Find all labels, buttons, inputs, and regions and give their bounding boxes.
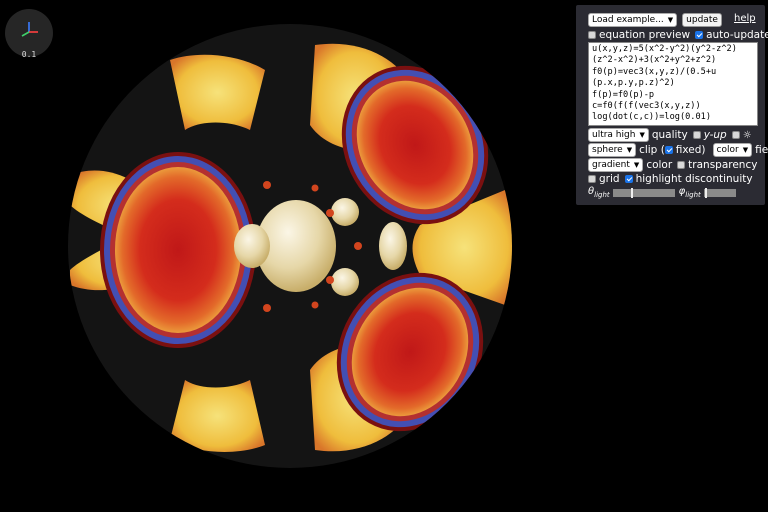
- equation-line: c=f0(f(f(vec3(x,y,z)): [592, 101, 701, 112]
- examples-select[interactable]: Load example... ▼: [588, 13, 678, 27]
- field-select-value: color: [716, 145, 739, 155]
- phi-sub: light: [685, 191, 701, 199]
- color-select-value: gradient: [592, 160, 630, 170]
- axis-gizmo-icon: [21, 22, 38, 37]
- light-checkbox[interactable]: [731, 131, 740, 139]
- surface-lobe-left: [100, 152, 256, 348]
- equation-preview-checkbox[interactable]: [588, 31, 596, 39]
- help-link[interactable]: help: [734, 13, 756, 24]
- examples-select-value: Load example...: [592, 15, 664, 25]
- highlight-discontinuity-label: highlight discontinuity: [635, 173, 753, 185]
- color-label: color: [646, 159, 673, 171]
- highlight-discontinuity-checkbox[interactable]: [624, 175, 633, 183]
- chevron-down-icon: ▼: [742, 146, 749, 154]
- control-panel: Load example... ▼ update help equation p…: [576, 5, 768, 205]
- quality-label: quality: [651, 129, 688, 141]
- theta-light-label: θlight: [588, 186, 610, 199]
- field-select[interactable]: color ▼: [712, 143, 753, 157]
- clip-select-value: sphere: [592, 145, 623, 155]
- phi-light-slider-thumb[interactable]: [705, 187, 708, 198]
- surface-lobe-top-right: [341, 65, 489, 225]
- chevron-down-icon: ▼: [667, 16, 674, 24]
- equation-line: f(p)=f0(p)-p: [592, 89, 655, 100]
- phi-light-label: φlight: [679, 186, 701, 199]
- equation-line: u(x,y,z)=5(x^2-y^2)(y^2-z^2): [592, 44, 737, 54]
- update-button[interactable]: update: [682, 13, 722, 27]
- y-up-label: y-up: [703, 129, 727, 141]
- grid-label: grid: [599, 173, 620, 185]
- phi-symbol: φ: [678, 186, 686, 197]
- surface-tube-top: [170, 54, 265, 130]
- transparency-checkbox[interactable]: [677, 161, 686, 169]
- axis-gizmo[interactable]: 0.1: [5, 9, 53, 59]
- color-select[interactable]: gradient ▼: [588, 158, 644, 172]
- clip-fixed-checkbox[interactable]: [664, 146, 673, 154]
- sun-icon: ☼: [742, 129, 752, 141]
- theta-sub: light: [594, 191, 610, 199]
- field-label: field: [755, 144, 768, 156]
- equation-line: (p.x,p.y,p.z)^2): [592, 78, 675, 89]
- theta-light-slider-thumb[interactable]: [631, 187, 634, 198]
- surface-tube-bottom: [170, 380, 265, 452]
- surface-beads: [263, 181, 362, 312]
- quality-select-value: ultra high: [592, 130, 636, 140]
- transparency-label: transparency: [688, 159, 758, 171]
- grid-checkbox[interactable]: [588, 175, 596, 183]
- clip-select[interactable]: sphere ▼: [588, 143, 637, 157]
- theta-symbol: θ: [588, 186, 595, 197]
- equation-line: (z^2-x^2)+3(x^2+y^2+z^2): [592, 55, 717, 66]
- chevron-down-icon: ▼: [633, 161, 640, 169]
- clip-fixed-label: fixed): [675, 144, 706, 156]
- clip-label: clip (: [639, 144, 665, 156]
- y-up-checkbox[interactable]: [692, 131, 701, 139]
- scale-readout: 0.1: [21, 50, 37, 59]
- chevron-down-icon: ▼: [639, 131, 645, 139]
- quality-select[interactable]: ultra high ▼: [588, 128, 649, 142]
- surface-center-blob: [234, 198, 407, 296]
- equation-line: log(dot(c,c))=log(0.01): [592, 112, 711, 123]
- equation-line: f0(p)=vec3(x,y,z)/(0.5+u: [592, 66, 717, 77]
- chevron-down-icon: ▼: [626, 146, 633, 154]
- auto-update-label: auto-update: [706, 29, 768, 41]
- equation-preview-label: equation preview: [599, 29, 691, 41]
- theta-light-slider[interactable]: [612, 187, 675, 198]
- phi-light-slider[interactable]: [703, 187, 736, 198]
- equation-editor[interactable]: u(x,y,z)=5(x^2-y^2)(y^2-z^2) (z^2-x^2)+3(…: [588, 42, 758, 126]
- auto-update-checkbox[interactable]: [695, 31, 704, 39]
- surface-lobe-bottom-right: [336, 272, 484, 432]
